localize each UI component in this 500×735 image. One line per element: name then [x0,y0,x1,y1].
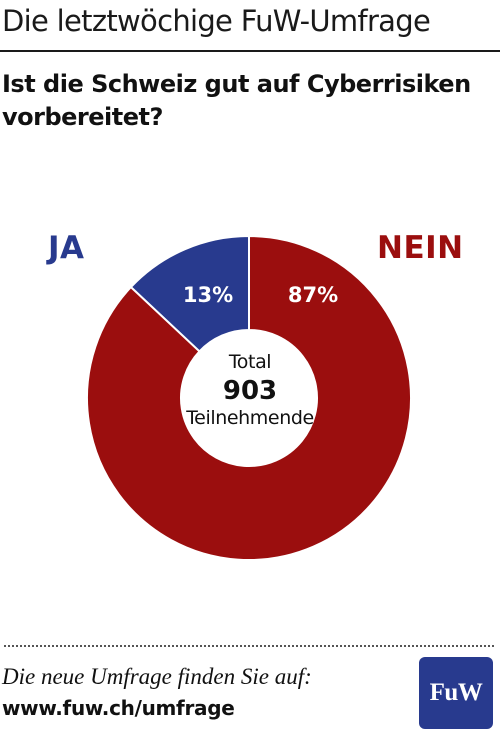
page-title: Die letztwöchige FuW-Umfrage [2,4,431,38]
fuw-logo: FuW [419,657,493,729]
donut-chart-svg: 13% 87% [86,234,412,561]
value-label-nein: 87% [288,283,338,307]
header: Die letztwöchige FuW-Umfrage [0,0,500,52]
center-label-total: Total [228,351,272,373]
legend-label-ja: JA [48,230,85,266]
footer-text: Die neue Umfrage finden Sie auf: [2,664,312,689]
legend-label-nein: NEIN [377,230,464,266]
survey-link[interactable]: www.fuw.ch/umfrage [2,696,235,720]
survey-question: Ist die Schweiz gut auf Cyberrisiken vor… [2,70,471,131]
donut-chart: 13% 87% JA NEIN Total 903 Teilnehmende [0,210,500,610]
fuw-logo-text: FuW [429,679,483,706]
center-value-total: 903 [222,376,278,406]
divider [4,645,494,647]
value-label-ja: 13% [183,283,233,307]
slice-nein [86,234,412,561]
donut-center: Total 903 Teilnehmende [170,350,330,430]
center-label-participants: Teilnehmende [186,407,314,429]
